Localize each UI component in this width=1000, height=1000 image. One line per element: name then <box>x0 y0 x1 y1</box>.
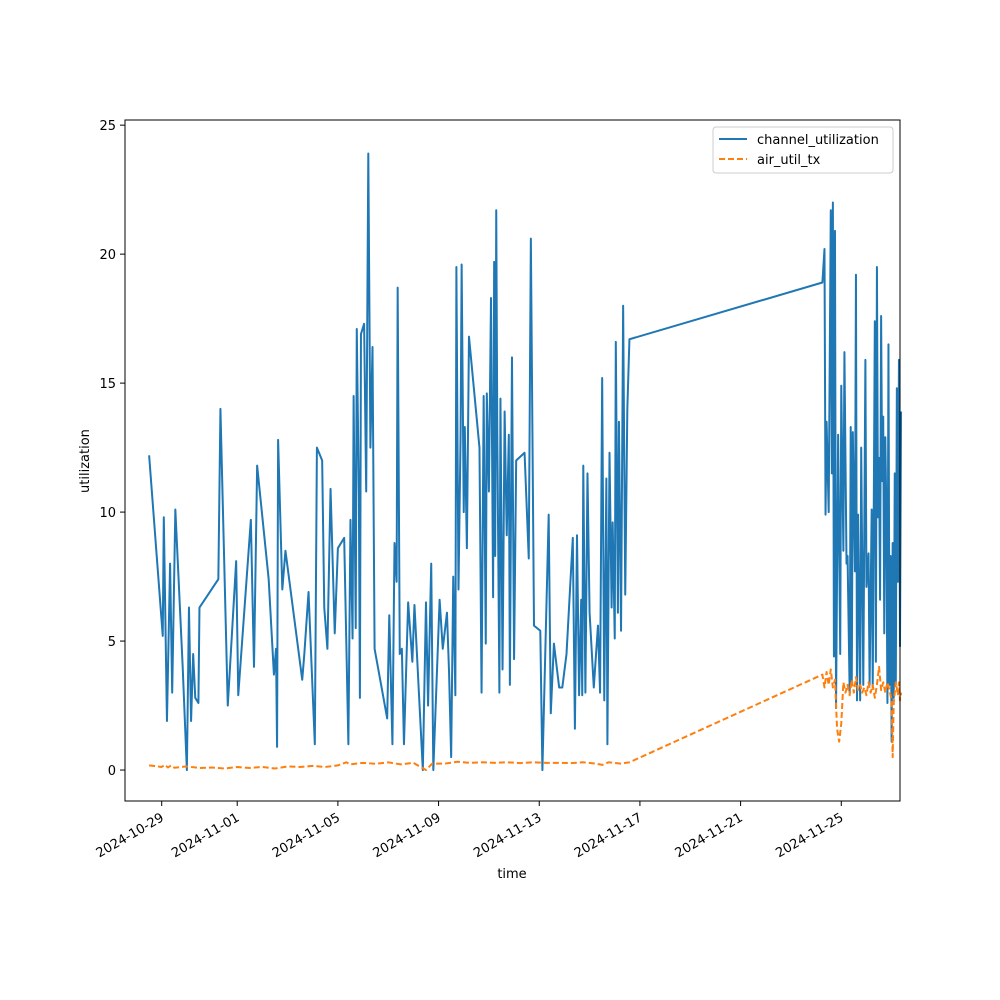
x-tick-label: 2024-11-21 <box>673 810 746 861</box>
y-tick-label: 10 <box>99 506 116 521</box>
legend-box <box>712 126 894 174</box>
x-tick-label: 2024-11-01 <box>169 810 242 861</box>
x-tick-label: 2024-11-05 <box>270 810 343 861</box>
legend-label: air_util_tx <box>757 153 821 168</box>
plot-frame <box>124 119 901 802</box>
y-tick-label: 20 <box>99 248 116 263</box>
y-tick-label: 5 <box>108 635 116 650</box>
series-line-air-util-tx <box>148 665 903 772</box>
legend-label: channel_utilization <box>757 133 879 148</box>
legend: channel_utilization air_util_tx <box>712 126 894 174</box>
y-axis: 0 5 10 15 20 25 <box>99 119 125 779</box>
x-tick-label: 2024-11-17 <box>572 810 645 861</box>
y-tick-label: 25 <box>99 119 116 134</box>
y-axis-label: utilization <box>78 429 93 493</box>
series-layer <box>148 152 903 772</box>
x-tick-label: 2024-11-25 <box>773 810 846 861</box>
x-axis: 2024-10-29 2024-11-01 2024-11-05 2024-11-09… <box>94 801 846 861</box>
y-tick-label: 15 <box>99 377 116 392</box>
y-tick-label: 0 <box>108 764 116 779</box>
x-tick-label: 2024-11-09 <box>371 810 444 861</box>
x-axis-label: time <box>497 867 526 882</box>
series-line-channel-utilization <box>148 152 903 772</box>
x-tick-label: 2024-10-29 <box>94 810 167 861</box>
x-tick-label: 2024-11-13 <box>471 810 544 861</box>
